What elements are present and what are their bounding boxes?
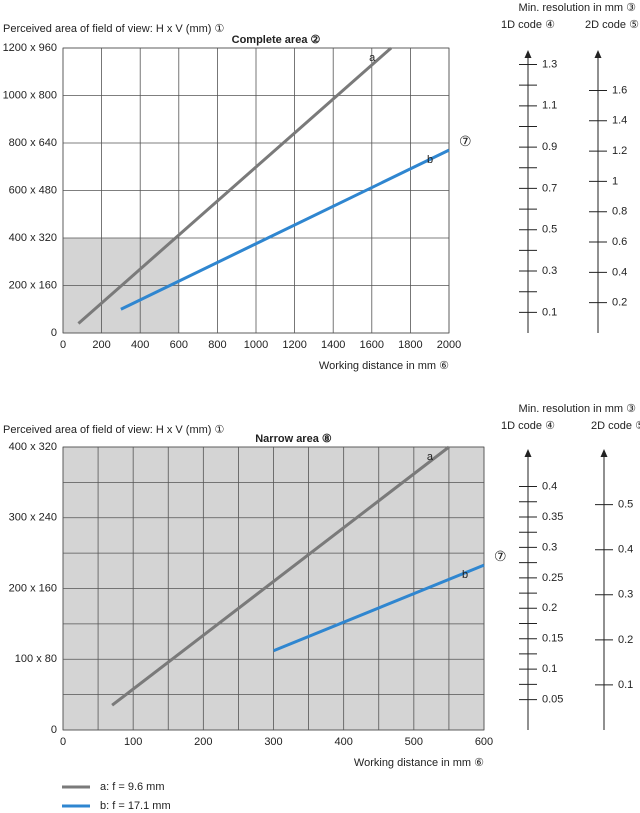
- y-tick-label: 0: [51, 327, 57, 339]
- y-tick-label: 400 x 320: [9, 441, 57, 453]
- scale-tick-label: 0.2: [618, 634, 633, 646]
- scale-tick-label: 1: [612, 175, 618, 187]
- scale-tick-label: 1.2: [612, 145, 627, 157]
- plot-frame: [62, 446, 485, 731]
- x-tick-label: 1000: [244, 339, 268, 351]
- x-tick-label: 0: [60, 736, 66, 748]
- x-tick-label: 600: [170, 339, 188, 351]
- scale-tick-label: 0.25: [542, 572, 563, 584]
- x-tick-label: 500: [405, 736, 423, 748]
- x-tick-label: 800: [208, 339, 226, 351]
- x-tick-label: 1400: [321, 339, 345, 351]
- x-tick-label: 400: [131, 339, 149, 351]
- line-label: a: [427, 451, 434, 463]
- y-tick-label: 1200 x 960: [3, 42, 57, 54]
- x-tick-label: 400: [334, 736, 352, 748]
- scale-tick-label: 1.3: [542, 58, 557, 70]
- scale-tick-label: 0.7: [542, 182, 557, 194]
- scale-tick-label: 0.6: [612, 236, 627, 248]
- line-label: a: [369, 52, 376, 64]
- scale-tick-label: 0.5: [618, 499, 633, 511]
- scale-tick-label: 0.3: [542, 541, 557, 553]
- scale-tick-label: 0.3: [618, 589, 633, 601]
- scale-tick-label: 0.05: [542, 693, 563, 705]
- y-tick-label: 800 x 640: [9, 137, 57, 149]
- scale-arrow: [524, 449, 532, 457]
- y-tick-label: 400 x 320: [9, 232, 57, 244]
- scale-arrow: [524, 50, 532, 58]
- scale-tick-label: 0.1: [618, 679, 633, 691]
- scale-arrow: [600, 449, 608, 457]
- scale-arrow: [594, 50, 602, 58]
- legend-label: b: f = 17.1 mm: [100, 800, 171, 812]
- scale-tick-label: 0.4: [612, 266, 627, 278]
- scale-tick-label: 0.1: [542, 306, 557, 318]
- scale-title: 1D code ④: [501, 420, 555, 432]
- data-line: [77, 46, 393, 325]
- y-axis-title: Perceived area of field of view: H x V (…: [3, 424, 225, 436]
- scale-tick-label: 0.3: [542, 265, 557, 277]
- x-tick-label: 200: [194, 736, 212, 748]
- y-tick-label: 200 x 160: [9, 279, 57, 291]
- scale-tick-label: 1.6: [612, 84, 627, 96]
- scale-tick-label: 1.1: [542, 100, 557, 112]
- scale-tick-label: 0.1: [542, 663, 557, 675]
- y-tick-label: 0: [51, 724, 57, 736]
- scale-tick-label: 0.8: [612, 206, 627, 218]
- x-tick-label: 2000: [437, 339, 461, 351]
- data-line: [120, 148, 450, 311]
- scale-tick-label: 0.15: [542, 633, 563, 645]
- x-tick-label: 600: [475, 736, 493, 748]
- scale-tick-label: 0.4: [542, 480, 557, 492]
- y-tick-label: 300 x 240: [9, 512, 57, 524]
- x-tick-label: 1200: [282, 339, 306, 351]
- data-line: [111, 445, 450, 707]
- line-label: b: [462, 569, 468, 581]
- x-tick-label: 300: [264, 736, 282, 748]
- x-tick-label: 1600: [360, 339, 384, 351]
- x-tick-label: 0: [60, 339, 66, 351]
- scale-title: 2D code ⑤: [585, 19, 639, 31]
- x-axis-title: Working distance in mm ⑥: [354, 757, 484, 769]
- annotation: ⑦: [459, 133, 472, 149]
- plot-frame: [62, 47, 450, 334]
- scale-tick-label: 0.9: [542, 141, 557, 153]
- scale-tick-label: 1.4: [612, 115, 627, 127]
- y-tick-label: 100 x 80: [15, 653, 57, 665]
- y-tick-label: 200 x 160: [9, 582, 57, 594]
- chart-title: Complete area ②: [232, 34, 321, 46]
- scale-tick-label: 0.4: [618, 544, 633, 556]
- scale-title: 1D code ④: [501, 19, 555, 31]
- y-tick-label: 1000 x 800: [3, 89, 57, 101]
- scale-tick-label: 0.35: [542, 511, 563, 523]
- scale-title: 2D code ⑤: [591, 420, 640, 432]
- chart-title: Narrow area ⑧: [255, 433, 332, 445]
- resolution-title: Min. resolution in mm ③: [519, 403, 637, 415]
- x-axis-title: Working distance in mm ⑥: [319, 360, 449, 372]
- y-axis-title: Perceived area of field of view: H x V (…: [3, 23, 225, 35]
- scale-tick-label: 0.2: [612, 297, 627, 309]
- x-tick-label: 100: [124, 736, 142, 748]
- x-tick-label: 200: [92, 339, 110, 351]
- annotation: ⑦: [494, 548, 507, 564]
- y-tick-label: 600 x 480: [9, 184, 57, 196]
- scale-tick-label: 0.5: [542, 224, 557, 236]
- x-tick-label: 1800: [398, 339, 422, 351]
- scale-tick-label: 0.2: [542, 602, 557, 614]
- resolution-title: Min. resolution in mm ③: [519, 2, 637, 14]
- legend-label: a: f = 9.6 mm: [100, 781, 165, 793]
- line-label: b: [427, 154, 433, 166]
- data-line: [272, 563, 485, 653]
